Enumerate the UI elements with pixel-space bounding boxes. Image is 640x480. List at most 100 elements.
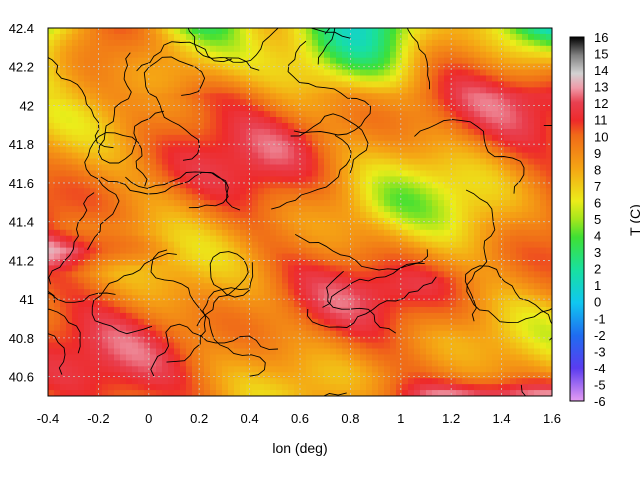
heatmap-cell bbox=[108, 128, 115, 136]
heatmap-cell bbox=[204, 146, 211, 154]
heatmap-cell bbox=[102, 247, 109, 255]
heatmap-cell bbox=[186, 318, 193, 326]
heatmap-cell bbox=[360, 188, 367, 195]
heatmap-cell bbox=[168, 75, 175, 83]
heatmap-cell bbox=[270, 170, 277, 177]
heatmap-cell bbox=[528, 194, 535, 201]
heatmap-cell bbox=[186, 194, 193, 201]
heatmap-cell bbox=[150, 69, 157, 77]
heatmap-cell bbox=[528, 122, 535, 130]
heatmap-cell bbox=[234, 324, 241, 332]
heatmap-cell bbox=[342, 51, 349, 59]
heatmap-cell bbox=[264, 217, 271, 225]
heatmap-cell bbox=[180, 69, 187, 77]
heatmap-cell bbox=[450, 223, 457, 231]
heatmap-cell bbox=[174, 217, 181, 225]
heatmap-cell bbox=[150, 354, 157, 361]
heatmap-cell bbox=[330, 336, 337, 344]
heatmap-cell bbox=[450, 384, 457, 391]
heatmap-cell bbox=[144, 354, 151, 361]
heatmap-cell bbox=[492, 235, 499, 243]
heatmap-cell bbox=[480, 75, 487, 83]
heatmap-cell bbox=[156, 57, 163, 65]
heatmap-cell bbox=[192, 105, 199, 112]
heatmap-cell bbox=[138, 253, 145, 261]
heatmap-cell bbox=[198, 140, 205, 148]
heatmap-cell bbox=[54, 111, 61, 118]
heatmap-cell bbox=[240, 194, 247, 201]
heatmap-cell bbox=[102, 69, 109, 77]
heatmap-cell bbox=[204, 354, 211, 361]
heatmap-cell bbox=[318, 128, 325, 136]
heatmap-cell bbox=[384, 354, 391, 361]
heatmap-cell bbox=[102, 188, 109, 195]
heatmap-cell bbox=[90, 366, 97, 373]
heatmap-cell bbox=[138, 99, 145, 106]
heatmap-cell bbox=[420, 318, 427, 326]
heatmap-cell bbox=[210, 360, 217, 367]
heatmap-cell bbox=[306, 265, 313, 272]
heatmap-cell bbox=[240, 372, 247, 379]
heatmap-cell bbox=[336, 39, 343, 47]
heatmap-cell bbox=[228, 164, 235, 172]
heatmap-cell bbox=[162, 134, 169, 142]
heatmap-cell bbox=[198, 229, 205, 237]
heatmap-cell bbox=[84, 200, 91, 207]
heatmap-cell bbox=[444, 330, 451, 338]
heatmap-cell bbox=[84, 271, 91, 278]
heatmap-cell bbox=[300, 111, 307, 118]
heatmap-cell bbox=[120, 342, 127, 350]
heatmap-cell bbox=[126, 277, 133, 284]
heatmap-cell bbox=[450, 158, 457, 166]
heatmap-cell bbox=[444, 265, 451, 272]
heatmap-cell bbox=[492, 206, 499, 213]
heatmap-cell bbox=[348, 217, 355, 225]
heatmap-cell bbox=[96, 378, 103, 385]
heatmap-cell bbox=[228, 301, 235, 308]
heatmap-cell bbox=[414, 164, 421, 172]
heatmap-cell bbox=[306, 81, 313, 88]
heatmap-cell bbox=[414, 229, 421, 237]
heatmap-cell bbox=[360, 277, 367, 284]
heatmap-cell bbox=[288, 176, 295, 183]
heatmap-cell bbox=[234, 93, 241, 100]
heatmap-cell bbox=[366, 301, 373, 308]
heatmap-cell bbox=[258, 93, 265, 100]
heatmap-cell bbox=[240, 45, 247, 53]
heatmap-cell bbox=[270, 253, 277, 261]
heatmap-cell bbox=[138, 93, 145, 100]
heatmap-cell bbox=[306, 45, 313, 53]
heatmap-cell bbox=[510, 360, 517, 367]
heatmap-cell bbox=[270, 146, 277, 154]
heatmap-cell bbox=[450, 39, 457, 47]
heatmap-cell bbox=[456, 200, 463, 207]
heatmap-cell bbox=[108, 75, 115, 83]
heatmap-cell bbox=[486, 87, 493, 94]
heatmap-cell bbox=[474, 194, 481, 201]
heatmap-cell bbox=[210, 51, 217, 59]
heatmap-cell bbox=[60, 306, 67, 314]
heatmap-cell bbox=[156, 200, 163, 207]
heatmap-cell bbox=[342, 158, 349, 166]
heatmap-cell bbox=[384, 176, 391, 183]
heatmap-cell bbox=[420, 170, 427, 177]
heatmap-cell bbox=[162, 306, 169, 314]
heatmap-cell bbox=[426, 57, 433, 65]
heatmap-cell bbox=[144, 283, 151, 290]
heatmap-cell bbox=[438, 176, 445, 183]
heatmap-cell bbox=[354, 75, 361, 83]
heatmap-cell bbox=[102, 93, 109, 100]
heatmap-cell bbox=[306, 229, 313, 237]
heatmap-cell bbox=[198, 51, 205, 59]
heatmap-cell bbox=[324, 212, 331, 219]
heatmap-cell bbox=[510, 105, 517, 112]
heatmap-cell bbox=[264, 176, 271, 183]
heatmap-cell bbox=[252, 229, 259, 237]
heatmap-cell bbox=[174, 176, 181, 183]
heatmap-cell bbox=[306, 212, 313, 219]
heatmap-cell bbox=[126, 295, 133, 302]
heatmap-cell bbox=[474, 33, 481, 41]
heatmap-cell bbox=[96, 384, 103, 391]
heatmap-cell bbox=[210, 318, 217, 326]
heatmap-cell bbox=[294, 390, 301, 396]
